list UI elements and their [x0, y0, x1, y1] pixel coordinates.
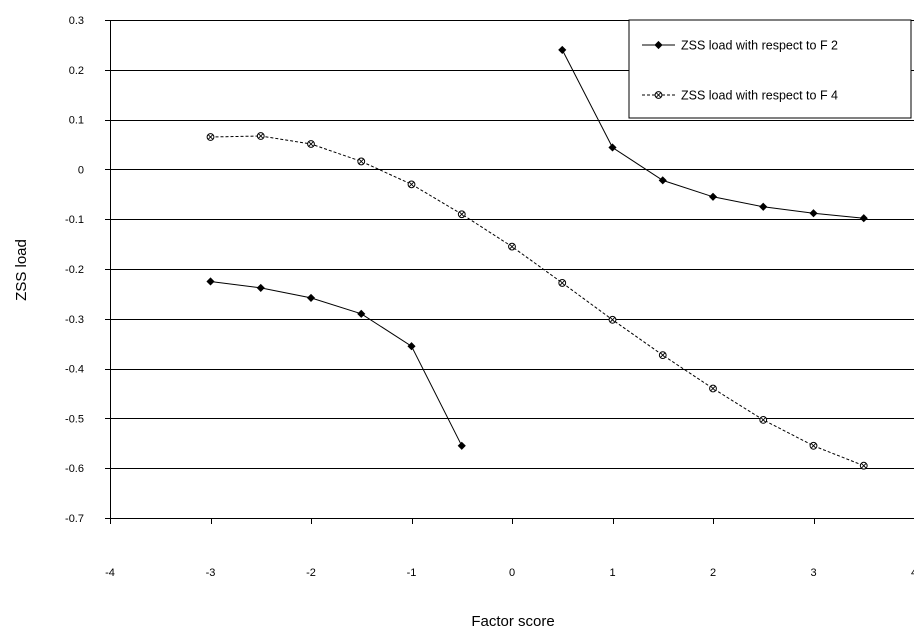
- y-tick-label: 0.2: [69, 65, 84, 77]
- series-2-point: [608, 315, 617, 324]
- legend-label: ZSS load with respect to F 2: [681, 39, 838, 53]
- series-1-point: [206, 277, 215, 286]
- series-2-point: [809, 441, 818, 450]
- x-tick-label: 1: [609, 567, 615, 579]
- series-1-point: [357, 309, 366, 318]
- y-tick-label: 0.3: [69, 15, 84, 27]
- legend-item-2: ZSS load with respect to F 4: [642, 89, 838, 103]
- series-2-point: [457, 210, 466, 219]
- series-2-point: [357, 157, 366, 166]
- series-1-point: [558, 45, 567, 54]
- legend-label: ZSS load with respect to F 4: [681, 89, 838, 103]
- series-2-point: [709, 384, 717, 393]
- y-tick-label: -0.4: [65, 364, 84, 376]
- series-1-point: [809, 209, 818, 218]
- axes: [105, 20, 914, 524]
- series-1-point: [708, 192, 718, 201]
- series-2-point: [307, 140, 315, 148]
- gridlines: [110, 20, 914, 469]
- series-1-point: [608, 143, 617, 152]
- series-layer: [206, 45, 868, 470]
- y-axis-title: ZSS load: [13, 239, 30, 301]
- series-2: [206, 132, 868, 470]
- series-1-point: [306, 293, 316, 302]
- x-tick-labels: -4 -3 -2 -1 0 1 2 3 4: [105, 567, 914, 579]
- legend-item-1: ZSS load with respect to F 2: [642, 39, 838, 53]
- series-2-point: [658, 351, 667, 360]
- series-2-line: [210, 135, 864, 467]
- legend: ZSS load with respect to F 2 ZSS load wit…: [628, 19, 912, 119]
- x-tick-label: 0: [509, 567, 515, 579]
- y-tick-label: -0.3: [65, 314, 84, 326]
- series-1-point: [256, 283, 265, 292]
- y-tick-labels: 0.3 0.2 0.1 0 -0.1 -0.2 -0.3 -0.4 -0.5 -0.6 -0.7: [65, 15, 84, 525]
- series-2-point: [206, 133, 215, 141]
- series-1-point: [759, 202, 768, 211]
- series-2-point: [558, 279, 567, 287]
- x-tick-label: 4: [911, 567, 914, 579]
- x-tick-label: -1: [407, 567, 417, 579]
- series-1: [206, 45, 868, 450]
- series-1-point: [407, 342, 416, 351]
- series-1-point: [859, 214, 868, 223]
- x-axis-title: Factor score: [471, 613, 554, 630]
- series-1-point: [658, 176, 667, 185]
- series-2-point: [407, 180, 416, 189]
- series-1-line: [210, 281, 463, 447]
- x-tick-label: -3: [206, 567, 216, 579]
- series-2-point: [859, 461, 868, 470]
- series-2-point: [256, 132, 265, 140]
- x-tick-label: 3: [810, 567, 816, 579]
- legend-swatch-point: [654, 91, 663, 99]
- x-tick-label: -2: [306, 567, 316, 579]
- series-2-point: [508, 242, 516, 251]
- legend-box: [628, 19, 912, 119]
- y-tick-label: -0.5: [65, 413, 84, 425]
- legend-swatch-point: [654, 40, 663, 50]
- y-tick-label: -0.2: [65, 264, 84, 276]
- y-tick-label: 0.1: [69, 115, 84, 127]
- series-1-point: [457, 441, 466, 450]
- x-tick-label: 2: [710, 567, 716, 579]
- x-tick-label: -4: [105, 567, 115, 579]
- y-tick-label: -0.1: [65, 214, 84, 226]
- y-tick-label: -0.6: [65, 463, 84, 475]
- y-tick-label: 0: [78, 164, 84, 176]
- series-2-point: [759, 415, 768, 424]
- y-tick-label: -0.7: [65, 513, 84, 525]
